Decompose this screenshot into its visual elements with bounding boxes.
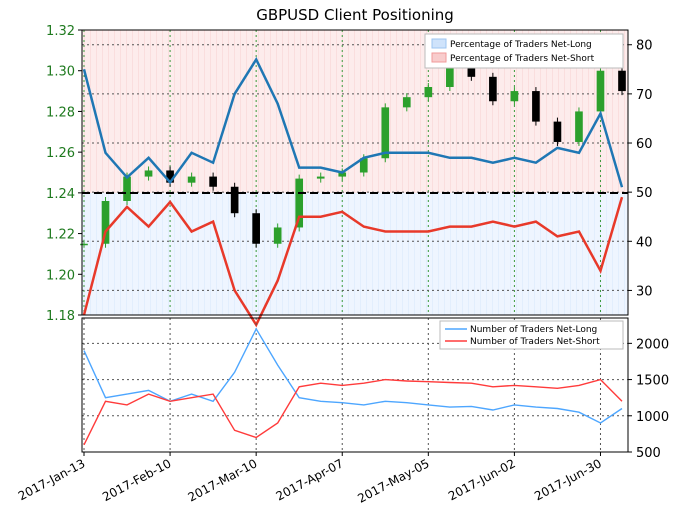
price-tick-label: 1.30 (46, 65, 75, 80)
date-axis-ticks: 2017-Jan-13 2017-Feb-10 2017-Mar-10 2017-Ap… (16, 452, 604, 506)
bottom-legend-box (439, 320, 624, 350)
bottom-legend: Number of Traders Net-Long Number of Tra… (439, 320, 624, 350)
pct-tick-label: 50 (636, 186, 653, 201)
date-tick-label: 2017-Jun-30 (532, 456, 604, 503)
price-axis-ticks: 1.18 1.20 1.22 1.24 1.26 1.28 1.30 1.32 (46, 24, 82, 324)
price-candle (187, 176, 196, 183)
price-tick-label: 1.24 (46, 187, 75, 202)
num-net-short-line (83, 378, 623, 446)
price-candle (166, 170, 174, 183)
price-candle (618, 70, 626, 92)
count-tick-label: 1000 (636, 410, 669, 425)
bottom-panel-frame (81, 317, 629, 453)
price-candle (101, 201, 110, 244)
price-candles (80, 62, 626, 248)
price-candle (446, 66, 454, 87)
price-candle (381, 107, 390, 159)
pct-tick-label: 40 (636, 235, 653, 250)
top-legend: Percentage of Traders Net-Long Percentag… (424, 33, 624, 69)
date-tick-label: 2017-Feb-10 (100, 456, 173, 504)
price-candle (489, 76, 497, 102)
legend-label-num-short: Number of Traders Net-Short (470, 337, 600, 347)
date-tick-label: 2017-Apr-07 (274, 456, 346, 503)
price-tick-label: 1.32 (46, 24, 75, 39)
price-candle (273, 227, 282, 244)
date-tick-label: 2017-Jun-02 (446, 456, 518, 503)
date-tick-label: 2017-May-05 (355, 456, 431, 505)
price-tick-label: 1.22 (46, 228, 75, 243)
price-candle (209, 176, 217, 187)
price-candle (338, 172, 347, 177)
price-candle (316, 176, 325, 179)
legend-label-pct-short: Percentage of Traders Net-Short (450, 54, 595, 64)
legend-label-pct-long: Percentage of Traders Net-Long (450, 40, 592, 50)
pct-tick-label: 60 (636, 137, 653, 152)
price-candle (424, 87, 433, 98)
chart-title: GBPUSD Client Positioning (256, 6, 454, 24)
count-tick-label: 500 (636, 446, 661, 461)
top-panel-frame (81, 29, 629, 316)
price-tick-label: 1.18 (46, 309, 75, 324)
pct-tick-label: 70 (636, 88, 653, 103)
price-candle (252, 213, 260, 244)
price-candle (295, 178, 304, 228)
legend-label-num-long: Number of Traders Net-Long (470, 325, 597, 335)
trader-count-axis-ticks: 500 1000 1500 2000 (628, 337, 669, 461)
pct-tick-label: 80 (636, 39, 653, 54)
price-candle (575, 111, 583, 142)
price-candle (402, 97, 411, 108)
legend-swatch-pct-long (431, 38, 447, 49)
legend-swatch-pct-short (431, 52, 447, 63)
price-tick-label: 1.20 (46, 268, 75, 283)
pct-net-short-line (82, 196, 624, 328)
price-candle (230, 186, 239, 214)
date-tick-label: 2017-Mar-10 (186, 456, 260, 504)
price-candle (80, 243, 88, 246)
price-candle (144, 170, 153, 177)
price-candle (467, 66, 476, 77)
price-candle (596, 70, 605, 112)
top-legend-box (424, 33, 624, 69)
price-tick-label: 1.26 (46, 146, 75, 161)
price-candle (359, 158, 368, 173)
count-tick-label: 1500 (636, 374, 669, 389)
count-tick-label: 2000 (636, 337, 669, 352)
price-candle (123, 176, 131, 201)
price-candle (532, 91, 540, 122)
net-long-shading (82, 193, 628, 315)
pct-tick-label: 30 (636, 284, 653, 299)
price-candle (553, 121, 562, 142)
price-tick-label: 1.28 (46, 105, 75, 120)
pct-net-long-line (82, 56, 624, 188)
percentage-axis-ticks: 30 40 50 60 70 80 (628, 39, 653, 299)
date-tick-label: 2017-Jan-13 (16, 456, 88, 503)
top-panel: 1.18 1.20 1.22 1.24 1.26 1.28 1.30 1.32 30 40 50 6… (46, 24, 653, 328)
price-candle (510, 91, 519, 102)
